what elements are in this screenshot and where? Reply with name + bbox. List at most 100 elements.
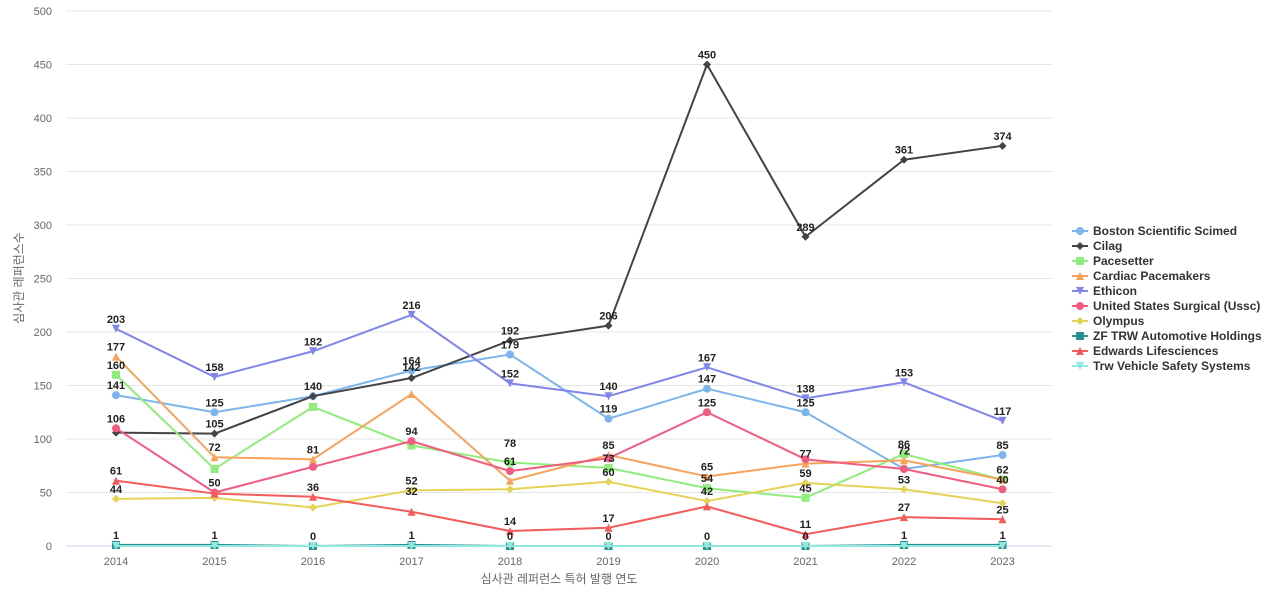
legend-label: Ethicon [1093,284,1137,298]
data-point [112,476,120,485]
legend-marker [1076,347,1084,355]
data-point [210,464,219,473]
data-point [900,449,908,458]
data-label: 85 [602,440,614,452]
data-label: 11 [800,519,812,531]
data-label: 147 [698,374,716,386]
legend-item[interactable]: Trw Vehicle Safety Systems [1072,359,1251,373]
data-label: 141 [107,380,125,392]
legend-item[interactable]: United States Surgical (Ussc) [1072,299,1260,313]
legend-marker [1076,317,1084,325]
data-point [506,527,514,536]
y-tick-label: 500 [34,6,52,18]
data-label: 72 [898,445,910,457]
data-point [506,476,514,485]
data-point [112,324,120,333]
data-label: 14 [504,516,517,528]
data-point [801,493,810,502]
data-point [801,455,810,464]
data-point [112,391,120,400]
data-point [604,321,613,330]
data-label: 0 [605,531,611,543]
legend-marker [1076,332,1084,340]
data-point [407,310,416,319]
data-label: 0 [704,531,710,543]
series-line [115,479,1003,536]
legend-item[interactable]: Pacesetter [1072,254,1154,268]
data-point [998,141,1007,150]
data-point [407,542,416,550]
legend-item[interactable]: Boston Scientific Scimed [1072,224,1237,238]
series-line [115,480,1003,509]
data-point [604,414,613,423]
y-tick-label: 400 [34,113,52,125]
data-point [309,492,317,501]
series-line [115,411,1003,494]
data-label: 182 [304,336,322,348]
data-label: 142 [402,362,420,374]
data-point [210,542,219,550]
data-label: 65 [701,461,713,473]
series-1 [112,60,1007,438]
series-line [115,353,1003,470]
legend-item[interactable]: Edwards Lifesciences [1072,344,1219,358]
data-label: 81 [307,444,319,456]
x-tick-label: 2020 [695,556,719,568]
data-point [998,499,1007,508]
legend-item[interactable]: Ethicon [1072,284,1137,298]
x-tick-label: 2023 [990,556,1014,568]
data-label: 59 [799,468,811,480]
data-label: 361 [895,145,913,157]
data-label: 94 [405,426,418,438]
series-8 [112,476,1007,539]
data-label: 72 [208,442,220,454]
series-4 [112,310,1007,425]
data-label: 140 [599,381,617,393]
data-label: 60 [602,467,614,479]
data-point [309,462,317,471]
data-label: 17 [602,513,614,525]
data-point [801,459,810,468]
data-label: 36 [307,482,319,494]
data-point [604,454,613,463]
data-point [900,378,908,387]
legend-marker [1076,242,1084,250]
data-point [604,392,613,401]
legend-item[interactable]: Olympus [1072,314,1145,328]
x-tick-label: 2014 [104,556,128,568]
data-point [309,347,317,356]
data-label: 1 [113,530,119,542]
data-label: 40 [996,474,1008,486]
data-label: 374 [993,131,1012,143]
legend-item[interactable]: Cilag [1072,239,1122,253]
data-label: 61 [504,456,516,468]
data-label: 105 [205,419,223,431]
data-point [801,530,810,539]
data-label: 125 [698,397,716,409]
x-axis-ticks: 2014 2015 2016 2017 2018 2019 2020 2021 2022 2023 [104,556,1015,568]
y-tick-label: 350 [34,167,52,179]
data-label: 86 [898,439,910,451]
data-point [112,494,120,503]
legend-item[interactable]: ZF TRW Automotive Holdings [1072,329,1262,343]
legend-item[interactable]: Cardiac Pacemakers [1072,269,1211,283]
data-point [900,513,908,522]
series-line [115,374,1003,499]
data-label: 117 [994,406,1012,418]
legend-label: United States Surgical (Ussc) [1093,299,1260,313]
data-point [309,455,317,464]
data-point [407,390,416,399]
data-point [210,453,219,462]
legend-label: Cardiac Pacemakers [1093,269,1211,283]
data-label-layer: 1 1 0 1 0 0 0 0 1 1446110614116017720350721051251… [107,50,1013,544]
series-line [115,63,1003,435]
y-axis-ticks: 0 50 100 150 200 250 300 350 400 450 500 [34,6,52,553]
y-axis-title: 심사관 레퍼런스수 [12,232,26,324]
data-label: 167 [698,352,716,364]
data-point [210,408,219,417]
data-label: 206 [599,311,617,323]
data-point [900,464,908,473]
data-point [703,384,711,393]
